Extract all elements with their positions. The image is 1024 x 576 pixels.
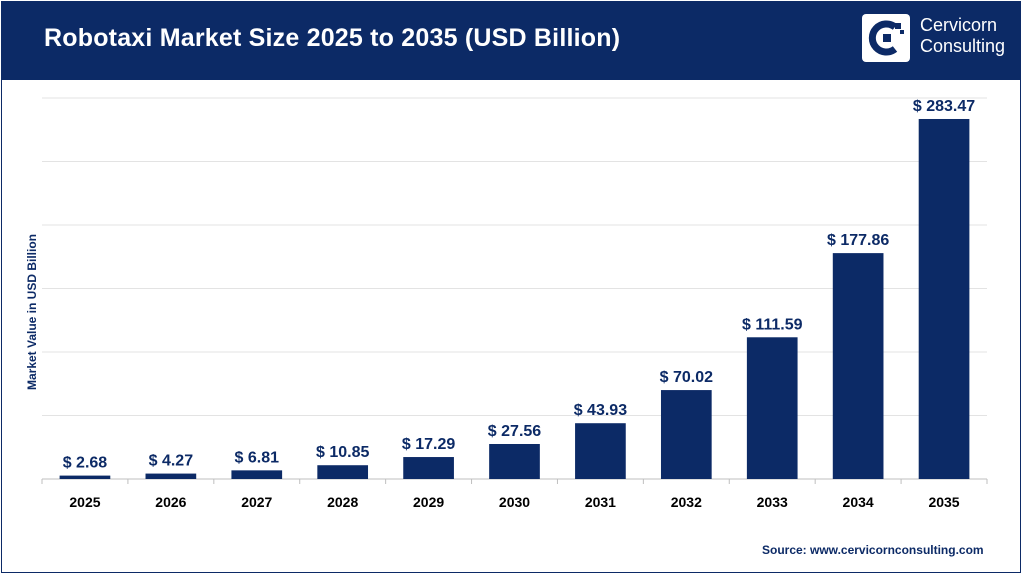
bar-2031	[575, 423, 626, 479]
logo-line-2: Consulting	[920, 36, 1006, 56]
x-tick-label-2033: 2033	[757, 494, 788, 510]
data-label-2032: $ 70.02	[660, 369, 713, 386]
data-label-2025: $ 2.68	[63, 455, 108, 472]
chart-title: Robotaxi Market Size 2025 to 2035 (USD B…	[44, 24, 621, 52]
data-label-2026: $ 4.27	[149, 453, 194, 470]
x-tick-label-2031: 2031	[585, 494, 616, 510]
x-tick-label-2029: 2029	[413, 494, 444, 510]
x-tick-label-2026: 2026	[155, 494, 186, 510]
x-tick-label-2025: 2025	[69, 494, 100, 510]
bar-2035	[918, 118, 970, 479]
data-label-2035: $ 283.47	[913, 98, 975, 115]
bar-2029	[403, 457, 454, 479]
bar-2032	[660, 390, 712, 479]
bar-2034	[832, 253, 884, 479]
data-label-2033: $ 111.59	[742, 316, 803, 333]
data-label-2027: $ 6.81	[235, 449, 280, 466]
bar-2027	[231, 470, 283, 479]
x-tick-label-2035: 2035	[928, 494, 959, 510]
logo-text: Cervicorn Consulting	[920, 15, 1005, 57]
data-label-2029: $ 17.29	[402, 436, 455, 453]
bar-2030	[489, 443, 540, 479]
x-tick-label-2034: 2034	[843, 494, 874, 510]
data-label-2031: $ 43.93	[574, 402, 627, 419]
x-tick-label-2028: 2028	[327, 494, 358, 510]
bar-chart: $ 2.68 2025 $ 4.27 2026 $ 6.81 2027 $ 10.85 202…	[41, 97, 988, 510]
x-tick-label-2027: 2027	[241, 494, 272, 510]
bar-2026	[145, 473, 197, 479]
x-tick-label-2032: 2032	[671, 494, 702, 510]
header-banner: Robotaxi Market Size 2025 to 2035 (USD B…	[2, 2, 1020, 80]
x-tick-label-2030: 2030	[499, 494, 530, 510]
cervicorn-logo-icon	[862, 14, 910, 62]
data-label-2034: $ 177.86	[827, 232, 889, 249]
bar-2028	[317, 465, 369, 479]
data-label-2030: $ 27.56	[488, 423, 541, 440]
bar-2033	[746, 337, 798, 479]
data-label-2028: $ 10.85	[316, 444, 369, 461]
logo-line-1: Cervicorn	[920, 15, 998, 35]
bar-2025	[59, 475, 111, 479]
source-note: Source: www.cervicornconsulting.com	[762, 543, 984, 557]
